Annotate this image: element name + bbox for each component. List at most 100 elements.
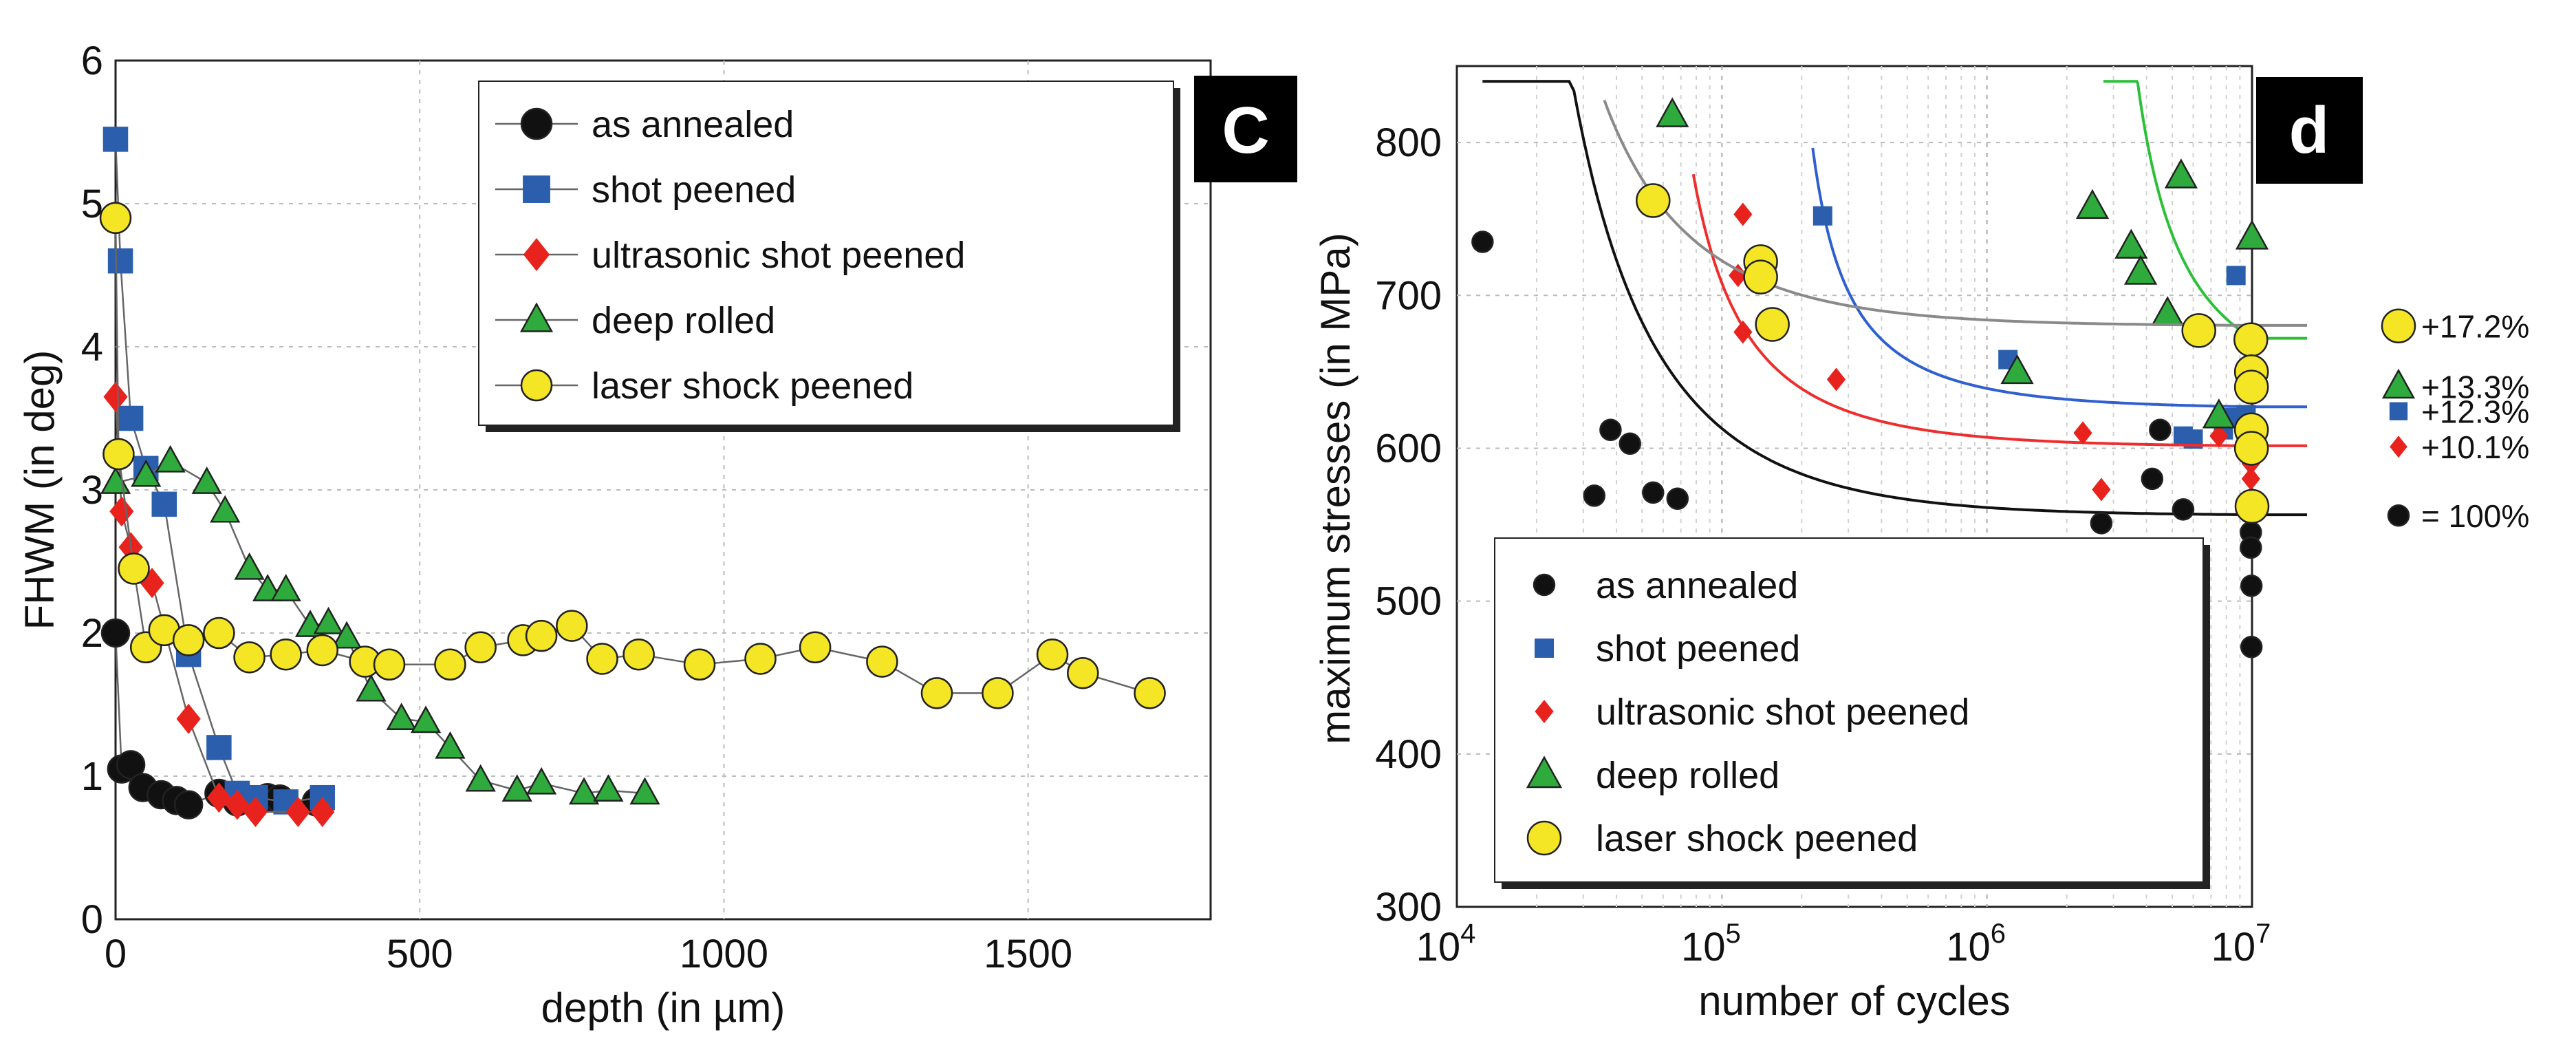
chart-c-legend: as annealed shot peened ultrasonic shot pe…	[478, 81, 1180, 432]
data-point	[99, 202, 132, 235]
chart-d-ylabel: maximum stresses (in MPa)	[1312, 233, 1359, 744]
data-point	[285, 796, 310, 828]
series-2	[103, 381, 335, 828]
fit-curve	[2103, 80, 2307, 340]
data-point	[131, 459, 162, 487]
end-label-marker	[2381, 308, 2416, 343]
legend-label: laser shock peened	[592, 365, 913, 407]
data-point	[331, 621, 362, 649]
data-point	[2181, 313, 2216, 348]
series-3	[1656, 80, 2307, 429]
data-point	[118, 553, 150, 585]
x-tick-label: 500	[387, 932, 453, 976]
data-point	[225, 789, 250, 820]
data-point	[2114, 228, 2148, 259]
legend-marker	[520, 107, 553, 140]
data-point	[920, 677, 953, 709]
data-point	[683, 648, 716, 681]
fit-curve	[1603, 99, 2307, 327]
chart-c-ylabel: FHWM (in deg)	[17, 350, 63, 630]
data-point	[435, 731, 466, 759]
data-point	[1743, 259, 1778, 294]
data-point	[210, 495, 241, 523]
end-label: +17.2%	[2421, 309, 2529, 345]
data-point	[1826, 367, 1846, 392]
y-tick-label: 400	[1375, 732, 1442, 777]
x-tick-label: 106	[1946, 919, 2006, 969]
series-line	[114, 396, 323, 813]
legend-marker	[1533, 573, 1556, 597]
series-4	[1603, 99, 2307, 524]
data-point	[982, 677, 1014, 709]
data-point	[1656, 97, 1689, 127]
chart-d-panel-label: d	[2289, 94, 2330, 167]
y-tick-label: 600	[1375, 426, 1442, 471]
legend-marker	[519, 302, 554, 332]
chart-d-xlabel: number of cycles	[1698, 978, 2011, 1024]
data-point	[234, 552, 265, 580]
y-tick-label: 1	[81, 754, 103, 799]
data-point	[2226, 266, 2246, 286]
chart-d-legend: as annealed shot peened ultrasonic shot pe…	[1494, 537, 2210, 889]
fit-curve	[1691, 173, 2307, 447]
end-label-marker	[2387, 504, 2410, 527]
data-point	[2235, 219, 2269, 250]
data-point	[1599, 418, 1622, 442]
chart-c-legend-box	[478, 81, 1174, 426]
data-point	[568, 777, 600, 805]
chart-d-panel-badge	[2256, 77, 2363, 184]
data-point	[118, 405, 144, 431]
data-point	[526, 767, 557, 795]
data-point	[2202, 398, 2236, 429]
end-label-marker	[2389, 402, 2408, 420]
data-point	[1666, 487, 1689, 511]
data-point	[356, 674, 387, 702]
y-tick-label: 700	[1375, 273, 1442, 318]
y-tick-label: 500	[1375, 579, 1442, 624]
data-point	[464, 631, 497, 664]
legend-label: deep rolled	[592, 300, 775, 341]
x-tick-label: 105	[1681, 919, 1741, 969]
data-point	[107, 248, 133, 274]
data-point	[1812, 206, 1832, 226]
data-point	[556, 610, 588, 642]
chart-c-grid	[116, 61, 1211, 919]
data-point	[2141, 467, 2164, 491]
data-point	[373, 648, 406, 681]
chart-d-legend-items: as annealed shot peened ultrasonic shot pe…	[1526, 565, 1969, 859]
data-point	[2164, 158, 2198, 189]
data-point	[629, 777, 660, 805]
data-point	[233, 641, 266, 674]
y-tick-label: 2	[81, 611, 103, 656]
legend-marker	[1535, 699, 1554, 724]
legend-label: shot peened	[1596, 628, 1800, 669]
legend-marker	[520, 369, 553, 402]
end-label: +13.3%	[2421, 369, 2529, 405]
x-tick-label: 1000	[680, 932, 768, 976]
chart-d-ticks: 104 105 106 107 300 400 500 600 700 800	[1375, 120, 2271, 969]
data-point	[1642, 481, 1665, 504]
y-tick-label: 3	[81, 468, 103, 513]
legend-label: as annealed	[592, 104, 794, 145]
data-point	[176, 703, 201, 734]
chart-d-legend-box	[1494, 537, 2204, 883]
end-label-marker	[2381, 368, 2416, 399]
end-label: +10.1%	[2421, 429, 2529, 465]
data-point	[593, 774, 624, 802]
chart-d: 104 105 106 107 300 400 500 600 700 800 = 100% +12…	[1312, 65, 2529, 1024]
data-point	[2090, 512, 2113, 535]
data-point	[252, 574, 283, 601]
data-point	[2073, 421, 2092, 445]
data-point	[103, 381, 128, 412]
data-point	[866, 645, 898, 678]
data-point	[1636, 183, 1671, 218]
data-point	[2149, 418, 2172, 442]
legend-label: ultrasonic shot peened	[1596, 692, 1969, 733]
data-point	[623, 638, 655, 671]
chart-c-series	[99, 127, 1166, 828]
data-point	[434, 648, 466, 681]
data-point	[151, 491, 177, 517]
data-point	[116, 750, 146, 780]
legend-marker	[1526, 820, 1562, 856]
